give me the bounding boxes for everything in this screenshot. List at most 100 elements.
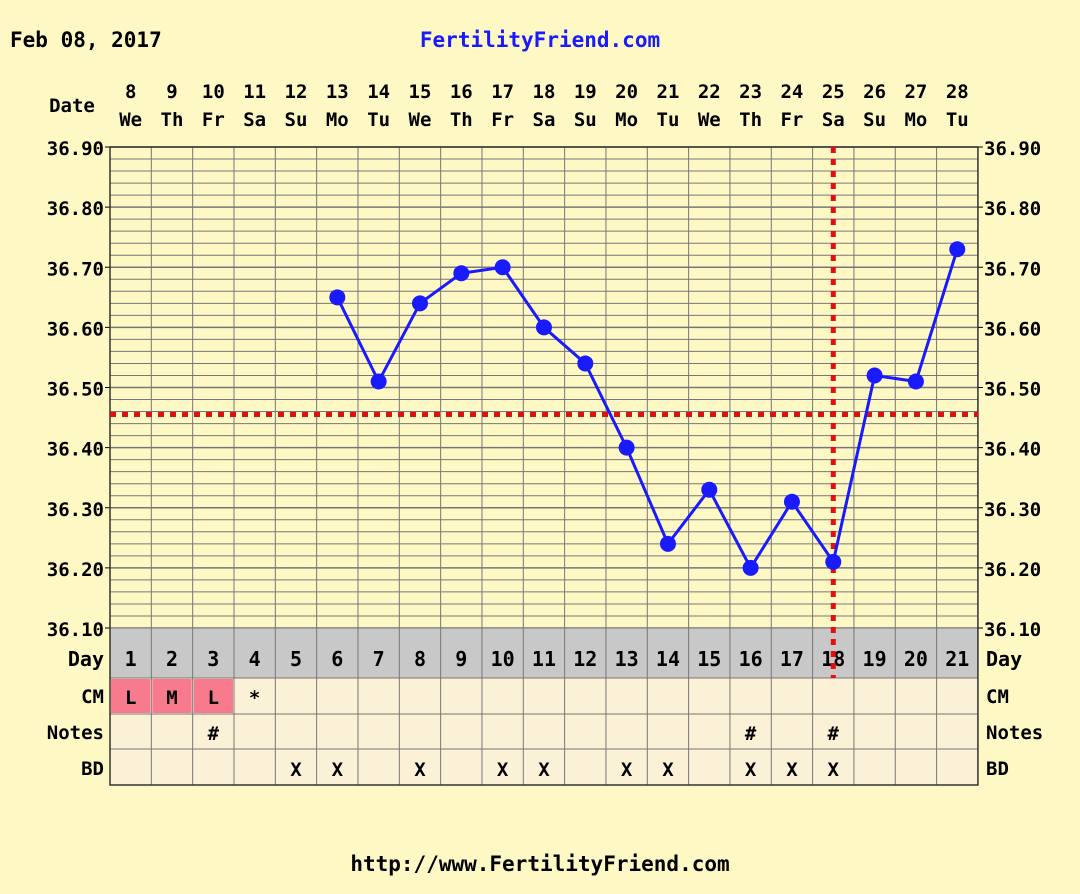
temperature-point (825, 553, 842, 570)
y-tick-left: 36.20 (47, 559, 104, 581)
note-cell: # (828, 723, 840, 745)
weekday-tick: Th (450, 109, 473, 131)
weekday-tick: Sa (243, 109, 266, 131)
date-tick: 26 (863, 81, 886, 103)
cycle-day-cell: 14 (656, 647, 680, 671)
cycle-day-cell: 19 (863, 647, 887, 671)
y-tick-right: 36.70 (984, 258, 1041, 280)
date-tick: 19 (574, 81, 597, 103)
weekday-tick: Th (739, 109, 762, 131)
date-tick: 11 (243, 81, 266, 103)
bd-cell: X (662, 759, 674, 781)
weekday-tick: We (409, 109, 432, 131)
bd-cell: X (786, 759, 798, 781)
day-label-left: Day (68, 647, 104, 671)
weekday-tick: Fr (780, 109, 803, 131)
date-tick: 28 (946, 81, 969, 103)
weekday-tick: Tu (367, 109, 390, 131)
bd-cell: X (332, 759, 344, 781)
temperature-point (659, 535, 676, 552)
weekday-tick: Mo (326, 109, 349, 131)
temperature-point (742, 559, 759, 576)
date-tick: 20 (615, 81, 638, 103)
weekday-tick: Tu (657, 109, 680, 131)
temperature-point (618, 439, 635, 456)
date-tick: 22 (698, 81, 721, 103)
cycle-day-cell: 12 (573, 647, 597, 671)
y-tick-right: 36.50 (984, 379, 1041, 401)
bd-cell: X (745, 759, 757, 781)
chart-border (109, 146, 979, 786)
cycle-day-cell: 21 (945, 647, 969, 671)
date-tick: 10 (202, 81, 225, 103)
bd-cell: X (497, 759, 509, 781)
date-tick: 25 (822, 81, 845, 103)
cycle-day-cell: 11 (532, 647, 556, 671)
note-cell: # (208, 723, 220, 745)
weekday-tick: Mo (615, 109, 638, 131)
weekday-tick: We (698, 109, 721, 131)
cycle-day-cell: 15 (697, 647, 721, 671)
temperature-point (866, 367, 883, 384)
y-tick-right: 36.40 (984, 439, 1041, 461)
cycle-day-cell: 17 (780, 647, 804, 671)
temperature-point (783, 493, 800, 510)
y-tick-right: 36.30 (984, 499, 1041, 521)
cm-label-right: CM (986, 686, 1009, 708)
y-tick-right: 36.10 (984, 619, 1041, 641)
weekday-tick: Tu (946, 109, 969, 131)
cm-highlight (111, 679, 151, 713)
bd-cell: X (538, 759, 550, 781)
cycle-day-cell: 9 (455, 647, 467, 671)
header-site: FertilityFriend.com (420, 28, 660, 52)
temperature-point (411, 295, 428, 312)
date-tick: 15 (409, 81, 432, 103)
cycle-day-cell: 2 (166, 647, 178, 671)
date-tick: 9 (166, 81, 177, 103)
temperature-point (577, 355, 594, 372)
date-tick: 27 (904, 81, 927, 103)
y-tick-left: 36.50 (47, 379, 104, 401)
cycle-day-cell: 7 (373, 647, 385, 671)
y-tick-left: 36.30 (47, 499, 104, 521)
date-label: Date (49, 95, 95, 117)
date-tick: 21 (657, 81, 680, 103)
cm-highlight (193, 679, 233, 713)
cycle-day-cell: 13 (615, 647, 639, 671)
y-tick-left: 36.10 (47, 619, 104, 641)
temperature-point (453, 265, 470, 282)
weekday-tick: Su (574, 109, 597, 131)
cm-cell: L (208, 687, 219, 709)
footer-url: http://www.FertilityFriend.com (350, 852, 729, 876)
temperature-point (949, 241, 966, 258)
cycle-day-cell: 16 (739, 647, 763, 671)
y-tick-right: 36.80 (984, 198, 1041, 220)
weekday-tick: Fr (491, 109, 514, 131)
y-tick-right: 36.20 (984, 559, 1041, 581)
cm-highlight (152, 679, 192, 713)
weekday-tick: Sa (822, 109, 845, 131)
temperature-point (535, 319, 552, 336)
y-tick-left: 36.70 (47, 258, 104, 280)
cycle-day-cell: 5 (290, 647, 302, 671)
weekday-tick: Mo (904, 109, 927, 131)
cm-cell: M (166, 687, 177, 709)
date-tick: 8 (125, 81, 136, 103)
cycle-day-cell: 10 (491, 647, 515, 671)
bd-label-left: BD (81, 758, 104, 780)
weekday-tick: Su (285, 109, 308, 131)
y-tick-left: 36.90 (47, 138, 104, 160)
notes-label-left: Notes (47, 722, 104, 744)
temperature-point (329, 289, 346, 306)
weekday-tick: Su (863, 109, 886, 131)
header-date: Feb 08, 2017 (10, 28, 162, 52)
day-label-right: Day (986, 647, 1022, 671)
notes-label-right: Notes (986, 722, 1043, 744)
note-cell: # (745, 723, 757, 745)
y-tick-right: 36.90 (984, 138, 1041, 160)
date-tick: 23 (739, 81, 762, 103)
cycle-day-cell: 8 (414, 647, 426, 671)
cycle-day-cell: 3 (207, 647, 219, 671)
